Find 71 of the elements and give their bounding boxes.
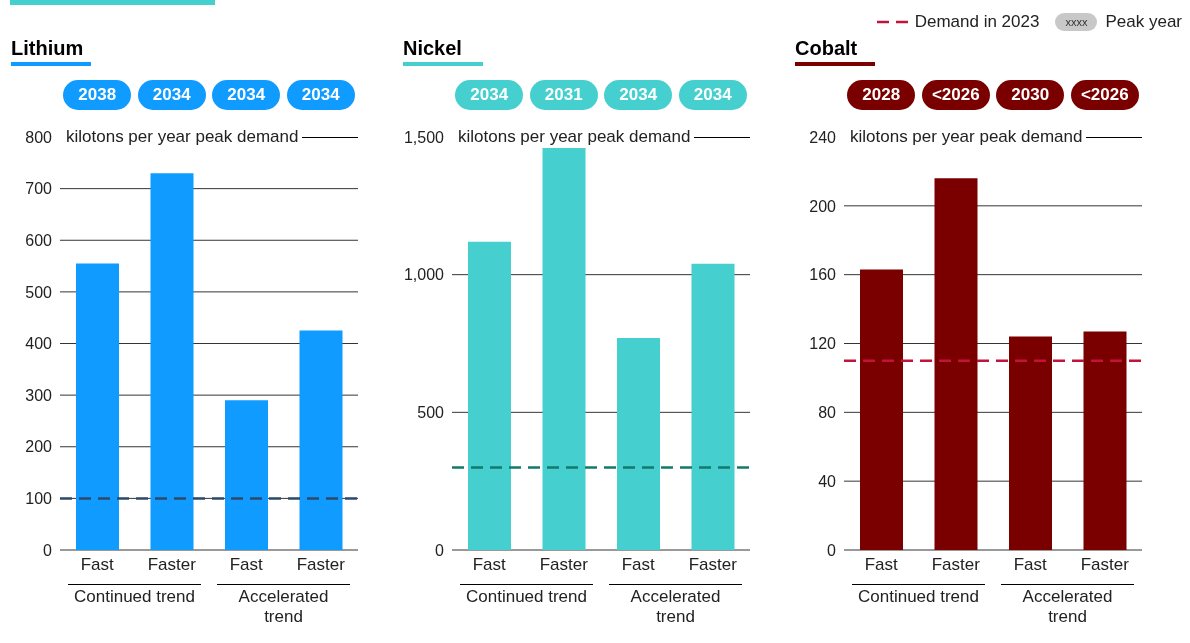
y-tick-label: 600	[25, 231, 53, 249]
y-tick-label: 0	[43, 541, 53, 559]
bar	[542, 148, 586, 550]
x-tick-label: Fast	[472, 555, 507, 575]
y-tick-label: 200	[809, 197, 837, 215]
bar	[860, 269, 903, 550]
bar	[76, 263, 119, 550]
bar	[225, 400, 268, 550]
chart-title: Cobalt	[795, 36, 859, 61]
y-tick-label: 1,000	[403, 266, 445, 284]
text: 2034	[604, 80, 673, 110]
y-axis-title: kilotons per year peak demand	[458, 127, 691, 147]
text: <2026	[921, 80, 990, 110]
bar	[1083, 331, 1127, 550]
chart-title: Lithium	[11, 36, 85, 61]
y-tick-label: 500	[417, 404, 445, 422]
y-tick-label: 160	[809, 266, 837, 284]
x-tick-label: Fast	[621, 555, 656, 575]
text: 2034	[286, 80, 355, 110]
x-tick-label: Faster	[147, 555, 197, 575]
bar	[150, 173, 194, 550]
text: 2030	[996, 80, 1065, 110]
x-tick-label: Fast	[80, 555, 115, 575]
text: Accelerated trend	[1001, 584, 1134, 627]
x-tick-label: Fast	[1013, 555, 1048, 575]
text: 2034	[678, 80, 747, 110]
y-tick-label: 240	[809, 128, 837, 146]
x-tick-label: Faster	[931, 555, 981, 575]
bar	[934, 178, 978, 550]
y-tick-label: 500	[25, 283, 53, 301]
text: Accelerated trend	[609, 584, 742, 627]
y-tick-label: 120	[809, 335, 837, 353]
text: Peak year	[1105, 12, 1182, 32]
x-tick-label: Faster	[688, 555, 738, 575]
y-tick-label: 80	[818, 404, 837, 422]
bar	[299, 330, 343, 550]
text: Continued trend	[68, 584, 201, 607]
y-tick-label: 800	[25, 128, 53, 146]
text: 2034	[212, 80, 281, 110]
text: 2034	[455, 80, 524, 110]
x-tick-label: Fast	[864, 555, 899, 575]
y-tick-label: 300	[25, 386, 53, 404]
y-tick-label: 200	[25, 438, 53, 456]
y-tick-label: 0	[827, 541, 837, 559]
text: 2028	[847, 80, 916, 110]
x-tick-label: Faster	[539, 555, 589, 575]
y-tick-label: 700	[25, 180, 53, 198]
bar	[617, 337, 660, 550]
y-tick-label: 100	[25, 490, 53, 508]
text: 2034	[137, 80, 206, 110]
x-tick-label: Faster	[1080, 555, 1130, 575]
y-axis-title: kilotons per year peak demand	[66, 127, 299, 147]
legend-label: Demand in 2023	[914, 12, 1040, 32]
x-tick-label: Fast	[229, 555, 264, 575]
x-tick-label: Faster	[296, 555, 346, 575]
text: Continued trend	[852, 584, 985, 607]
text: xxxx	[1055, 13, 1098, 31]
chart-title: Nickel	[403, 36, 463, 61]
y-tick-label: 400	[25, 335, 53, 353]
text: <2026	[1070, 80, 1139, 110]
text: 2031	[529, 80, 598, 110]
y-axis-title: kilotons per year peak demand	[850, 127, 1083, 147]
bar	[468, 241, 511, 550]
y-tick-label: 40	[818, 472, 837, 490]
bar	[691, 263, 735, 550]
text: Accelerated trend	[217, 584, 350, 627]
bar	[1009, 336, 1052, 550]
y-tick-label: 0	[435, 541, 445, 559]
text: Continued trend	[460, 584, 593, 607]
y-tick-label: 1,500	[403, 128, 445, 146]
text: 2038	[63, 80, 132, 110]
